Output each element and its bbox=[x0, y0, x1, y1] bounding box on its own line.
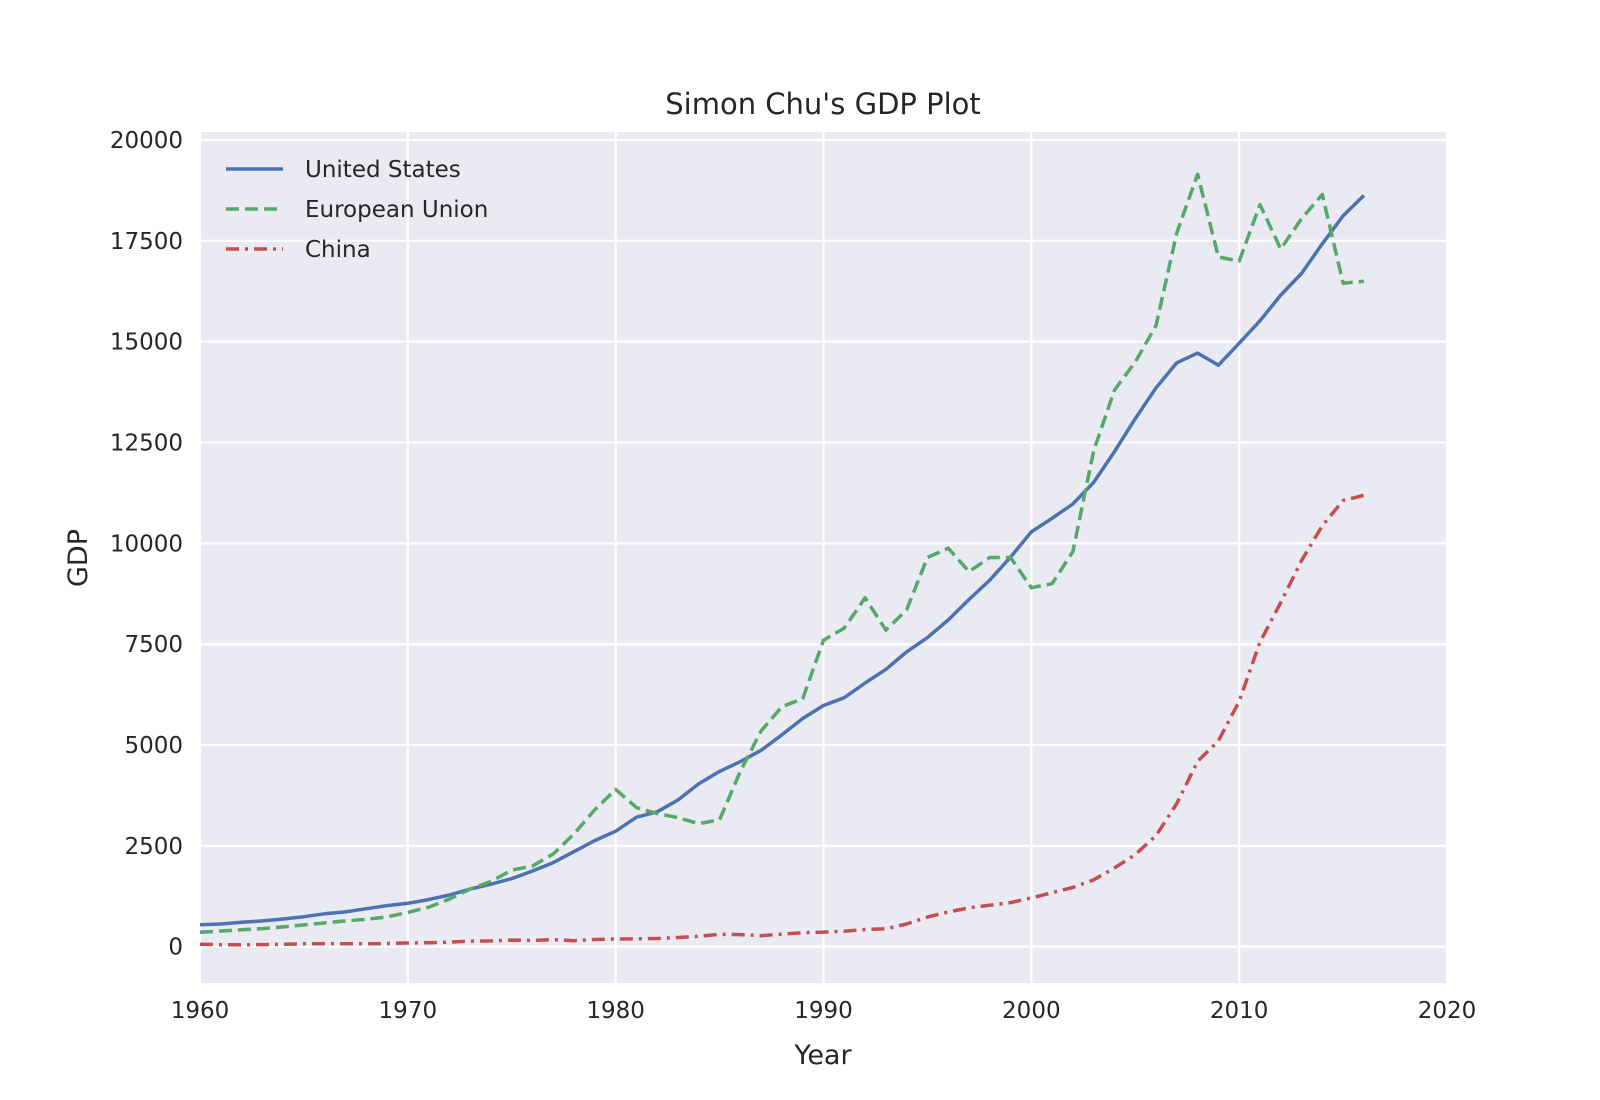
y-tick-labels: 0 2500 5000 7500 10000 12500 15000 17500 20000 bbox=[110, 128, 183, 961]
legend-label-united-states: United States bbox=[305, 157, 461, 183]
y-tick-label: 7500 bbox=[124, 632, 183, 658]
y-tick-label: 15000 bbox=[110, 330, 183, 356]
y-tick-label: 2500 bbox=[124, 834, 183, 860]
legend-label-china: China bbox=[305, 237, 371, 263]
y-tick-label: 12500 bbox=[110, 431, 183, 457]
y-tick-label: 20000 bbox=[110, 128, 183, 154]
x-tick-label: 2020 bbox=[1418, 998, 1477, 1024]
series-line-united-states bbox=[199, 194, 1366, 927]
series-lines bbox=[199, 172, 1366, 947]
x-tick-labels: 1960 1970 1980 1990 2000 2010 2020 bbox=[171, 998, 1477, 1024]
y-tick-label: 10000 bbox=[110, 531, 183, 557]
x-tick-label: 1960 bbox=[171, 998, 230, 1024]
series-line-european-union bbox=[199, 172, 1365, 934]
x-axis-label: Year bbox=[793, 1040, 852, 1071]
y-tick-label: 0 bbox=[168, 935, 183, 961]
x-tick-label: 2000 bbox=[1002, 998, 1061, 1024]
x-tick-label: 1990 bbox=[794, 998, 853, 1024]
x-tick-label: 1970 bbox=[379, 998, 438, 1024]
y-axis-label: GDP bbox=[63, 529, 94, 587]
y-tick-label: 5000 bbox=[124, 733, 183, 759]
legend: United States European Union China bbox=[226, 157, 488, 263]
legend-label-european-union: European Union bbox=[305, 197, 488, 223]
x-tick-label: 2010 bbox=[1210, 998, 1269, 1024]
y-tick-label: 17500 bbox=[110, 229, 183, 255]
chart-title: Simon Chu's GDP Plot bbox=[665, 87, 981, 121]
x-tick-label: 1980 bbox=[586, 998, 645, 1024]
